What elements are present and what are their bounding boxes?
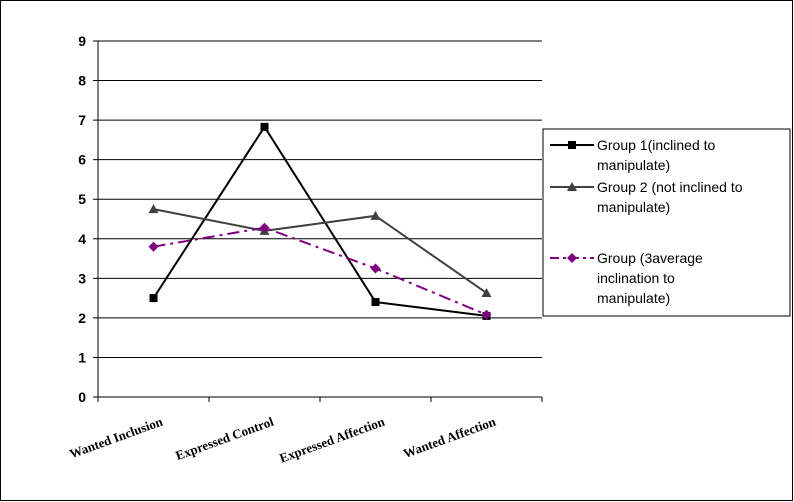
x-tick-label: Wanted Inclusion [67, 413, 165, 461]
legend-entry-1: Group 1(inclined to manipulate) [550, 137, 716, 173]
diamond-marker [259, 222, 270, 233]
series-lines [148, 122, 492, 320]
series-line [152, 124, 487, 317]
triangle-marker [148, 204, 159, 214]
y-tick-label: 6 [78, 152, 86, 168]
y-tick-label: 2 [78, 310, 86, 326]
y-tick-label: 7 [78, 112, 86, 128]
series-1 [149, 122, 491, 320]
x-axis-ticks: Wanted Inclusion Expressed Control Express… [67, 397, 543, 466]
y-tick-label: 8 [78, 73, 86, 89]
series-line [153, 226, 487, 316]
series-line [153, 208, 488, 294]
axes [97, 41, 542, 398]
legend-entry-3: Group (3average inclination to manipulate) [550, 250, 703, 306]
diamond-marker [370, 263, 381, 274]
legend-box [542, 128, 791, 317]
x-tick-label: Expressed Affection [277, 413, 387, 465]
y-tick-label: 4 [78, 231, 86, 247]
triangle-marker [481, 287, 492, 297]
legend-label: manipulate) [597, 199, 670, 215]
diamond-marker [148, 241, 159, 252]
y-tick-label: 9 [78, 33, 86, 49]
legend-label: Group 2 (not inclined to [597, 179, 743, 195]
legend-label: manipulate) [597, 157, 670, 173]
x-tick-label: Expressed Control [173, 414, 275, 464]
triangle-marker [370, 210, 381, 220]
square-marker [568, 141, 576, 149]
x-tick-label: Wanted Affection [401, 413, 498, 461]
gridlines [98, 40, 542, 358]
y-tick-label: 3 [78, 270, 86, 286]
y-tick-label: 1 [78, 349, 86, 365]
y-tick-label: 5 [78, 191, 86, 207]
series-2 [148, 204, 492, 297]
legend-label: manipulate) [597, 290, 670, 306]
legend-label: inclination to [597, 270, 675, 286]
legend-label: Group 1(inclined to [597, 137, 716, 153]
series-3 [148, 222, 492, 320]
legend-label: Group (3average [597, 250, 703, 266]
legend-entry-2: Group 2 (not inclined to manipulate) [550, 179, 743, 215]
square-marker [260, 122, 269, 131]
diamond-marker [567, 253, 577, 263]
diamond-marker [481, 309, 492, 320]
square-marker [149, 294, 158, 303]
triangle-marker [567, 182, 577, 191]
y-axis-ticks: 0 1 2 3 4 5 6 7 8 9 [78, 33, 98, 405]
y-tick-label: 0 [78, 389, 86, 405]
square-marker [371, 298, 380, 307]
